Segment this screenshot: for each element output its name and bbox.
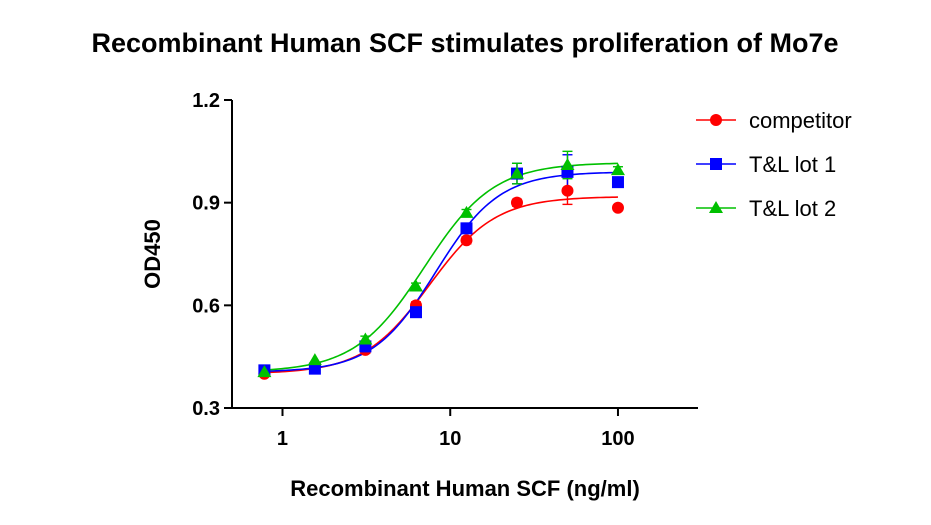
y-tick-label: 0.9 xyxy=(192,193,220,215)
data-point-t-l-lot-2 xyxy=(358,332,373,345)
legend-label: T&L lot 1 xyxy=(749,152,836,177)
data-point-competitor xyxy=(460,234,473,247)
fit-curve-t-l-lot-2 xyxy=(264,162,618,371)
data-point-t-l-lot-2 xyxy=(459,205,474,218)
legend-marker xyxy=(710,114,722,126)
data-point-competitor xyxy=(611,201,624,214)
y-axis-ticks: 0.3 0.6 0.9 1.2 xyxy=(192,90,232,420)
x-axis-label: Recombinant Human SCF (ng/ml) xyxy=(290,476,640,501)
data-point-t-l-lot-2 xyxy=(610,163,625,176)
x-axis-ticks: 1 10 100 xyxy=(277,408,635,450)
x-tick-label: 10 xyxy=(439,428,461,450)
data-point-t-l-lot-1 xyxy=(460,222,473,235)
data-point-t-l-lot-1 xyxy=(409,306,422,319)
x-tick-label: 100 xyxy=(601,428,634,450)
y-tick-label: 0.6 xyxy=(192,295,220,317)
y-axis-label: OD450 xyxy=(140,219,165,289)
data-point-t-l-lot-2 xyxy=(509,166,524,179)
legend-label: T&L lot 2 xyxy=(749,196,836,221)
y-tick-label: 1.2 xyxy=(192,90,220,112)
data-point-t-l-lot-1 xyxy=(308,362,321,375)
legend-item-competitor: competitor xyxy=(696,108,852,133)
x-tick-label: 1 xyxy=(277,428,288,450)
data-point-t-l-lot-2 xyxy=(408,279,423,292)
legend-label: competitor xyxy=(749,108,852,133)
data-point-t-l-lot-2 xyxy=(560,158,575,171)
data-point-t-l-lot-2 xyxy=(307,353,322,366)
data-point-t-l-lot-1 xyxy=(611,176,624,189)
data-point-t-l-lot-2 xyxy=(257,365,272,378)
data-point-competitor xyxy=(510,196,523,209)
legend: competitor T&L lot 1 T&L lot 2 xyxy=(696,108,852,221)
legend-marker xyxy=(709,201,723,213)
y-tick-label: 0.3 xyxy=(192,398,220,420)
data-markers xyxy=(257,158,625,380)
fit-curve-competitor xyxy=(264,196,618,374)
fit-curves xyxy=(264,162,618,374)
plot-area xyxy=(257,150,625,380)
legend-item-t-l-lot-1: T&L lot 1 xyxy=(696,152,836,177)
chart-title: Recombinant Human SCF stimulates prolife… xyxy=(91,28,838,58)
legend-item-t-l-lot-2: T&L lot 2 xyxy=(696,196,836,221)
fit-curve-t-l-lot-1 xyxy=(264,171,618,372)
data-point-competitor xyxy=(561,184,574,197)
legend-marker xyxy=(710,158,722,170)
